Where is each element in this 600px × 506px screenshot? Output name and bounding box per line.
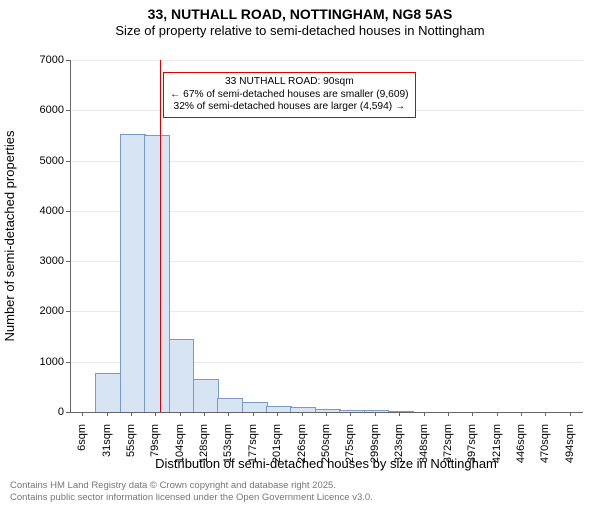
x-tick-label: 494sqm xyxy=(564,424,576,474)
x-tick-label: 299sqm xyxy=(369,424,381,474)
x-tick-label: 275sqm xyxy=(344,424,356,474)
x-tick-mark xyxy=(350,412,351,416)
y-tick-label: 3000 xyxy=(24,255,64,267)
gridline xyxy=(71,60,583,61)
x-tick-mark xyxy=(107,412,108,416)
x-tick-mark xyxy=(228,412,229,416)
x-tick-mark xyxy=(472,412,473,416)
histogram-bar xyxy=(315,409,341,412)
y-tick-mark xyxy=(66,362,70,363)
footer-line1: Contains HM Land Registry data © Crown c… xyxy=(10,480,336,491)
callout-line2: ← 67% of semi-detached houses are smalle… xyxy=(170,89,408,100)
x-tick-mark xyxy=(545,412,546,416)
x-tick-mark xyxy=(375,412,376,416)
x-tick-label: 6sqm xyxy=(76,424,88,474)
x-tick-mark xyxy=(497,412,498,416)
y-tick-label: 4000 xyxy=(24,205,64,217)
histogram-bar xyxy=(364,410,390,412)
y-tick-label: 5000 xyxy=(24,155,64,167)
x-tick-mark xyxy=(521,412,522,416)
y-tick-label: 1000 xyxy=(24,356,64,368)
y-tick-mark xyxy=(66,60,70,61)
page-subtitle: Size of property relative to semi-detach… xyxy=(0,23,600,38)
x-tick-label: 153sqm xyxy=(222,424,234,474)
callout-box: 33 NUTHALL ROAD: 90sqm ← 67% of semi-deta… xyxy=(163,72,415,117)
x-tick-label: 348sqm xyxy=(418,424,430,474)
histogram-bar xyxy=(217,398,243,412)
y-tick-label: 2000 xyxy=(24,305,64,317)
x-tick-label: 201sqm xyxy=(271,424,283,474)
histogram-bar xyxy=(144,135,170,412)
x-tick-mark xyxy=(302,412,303,416)
histogram-bar xyxy=(120,134,146,412)
x-tick-mark xyxy=(570,412,571,416)
x-tick-mark xyxy=(326,412,327,416)
histogram-bar xyxy=(169,339,195,412)
x-tick-mark xyxy=(204,412,205,416)
x-tick-mark xyxy=(253,412,254,416)
y-tick-mark xyxy=(66,161,70,162)
reference-vline xyxy=(160,60,161,412)
x-tick-label: 397sqm xyxy=(466,424,478,474)
x-tick-label: 470sqm xyxy=(539,424,551,474)
y-tick-mark xyxy=(66,110,70,111)
histogram-bar xyxy=(95,373,121,412)
histogram-bar xyxy=(339,410,365,412)
x-tick-label: 323sqm xyxy=(393,424,405,474)
histogram-bar xyxy=(242,402,268,412)
chart-plot-area: 33 NUTHALL ROAD: 90sqm ← 67% of semi-deta… xyxy=(70,60,583,413)
histogram-bar xyxy=(266,406,292,412)
footer-attribution: Contains HM Land Registry data © Crown c… xyxy=(10,480,373,504)
x-tick-mark xyxy=(82,412,83,416)
y-axis-title: Number of semi-detached properties xyxy=(2,131,17,342)
x-tick-label: 177sqm xyxy=(247,424,259,474)
y-tick-mark xyxy=(66,412,70,413)
x-tick-mark xyxy=(424,412,425,416)
x-tick-label: 31sqm xyxy=(101,424,113,474)
y-tick-mark xyxy=(66,261,70,262)
x-tick-mark xyxy=(131,412,132,416)
x-tick-label: 104sqm xyxy=(174,424,186,474)
page-title: 33, NUTHALL ROAD, NOTTINGHAM, NG8 5AS xyxy=(0,6,600,22)
x-tick-mark xyxy=(399,412,400,416)
callout-line1: 33 NUTHALL ROAD: 90sqm xyxy=(225,76,354,87)
x-tick-label: 446sqm xyxy=(515,424,527,474)
x-tick-label: 128sqm xyxy=(198,424,210,474)
x-tick-label: 372sqm xyxy=(442,424,454,474)
x-tick-mark xyxy=(277,412,278,416)
y-tick-label: 6000 xyxy=(24,104,64,116)
x-tick-label: 250sqm xyxy=(320,424,332,474)
x-tick-label: 79sqm xyxy=(149,424,161,474)
histogram-bar xyxy=(388,411,414,413)
histogram-bar xyxy=(290,407,316,412)
footer-line2: Contains public sector information licen… xyxy=(10,492,373,503)
x-tick-mark xyxy=(180,412,181,416)
y-tick-mark xyxy=(66,211,70,212)
y-tick-label: 7000 xyxy=(24,54,64,66)
x-tick-label: 55sqm xyxy=(125,424,137,474)
y-tick-label: 0 xyxy=(24,406,64,418)
x-tick-label: 226sqm xyxy=(296,424,308,474)
callout-line3: 32% of semi-detached houses are larger (… xyxy=(174,101,406,112)
x-tick-mark xyxy=(155,412,156,416)
y-tick-mark xyxy=(66,311,70,312)
histogram-bar xyxy=(193,379,219,412)
x-tick-mark xyxy=(448,412,449,416)
x-tick-label: 421sqm xyxy=(491,424,503,474)
